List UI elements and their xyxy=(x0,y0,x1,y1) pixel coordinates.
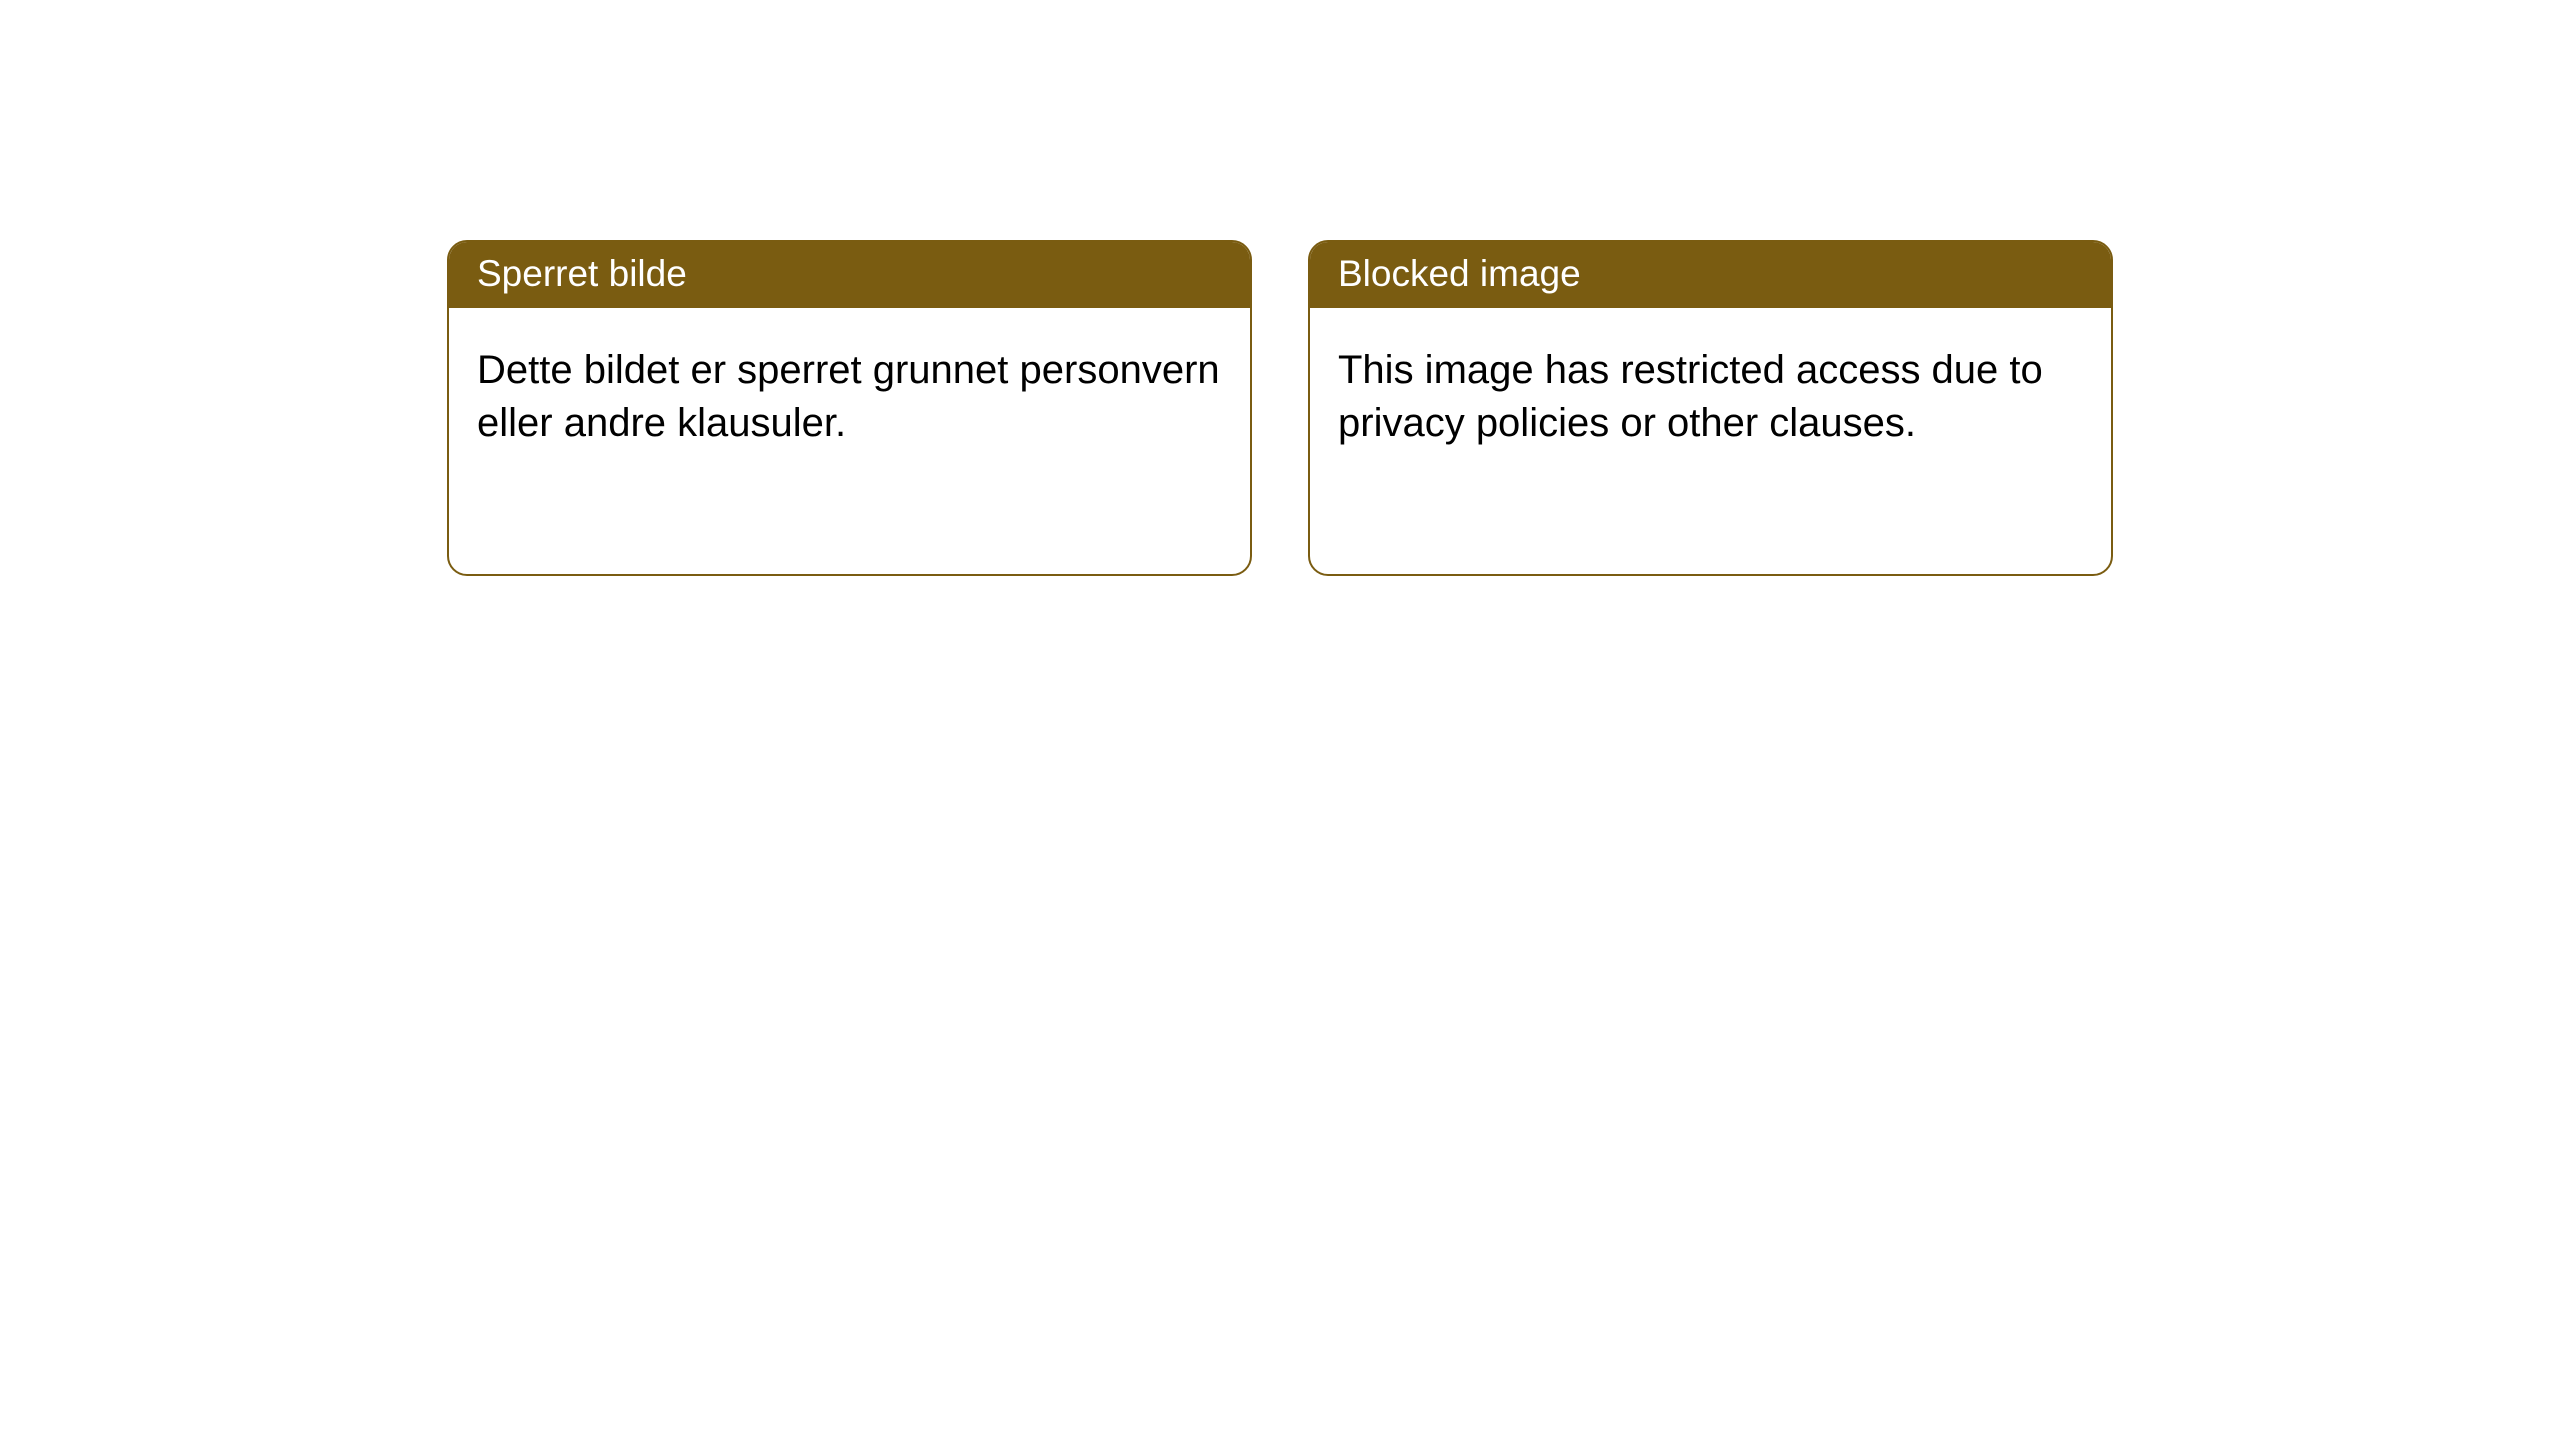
notice-body-norwegian: Dette bildet er sperret grunnet personve… xyxy=(449,308,1250,486)
notice-body-english: This image has restricted access due to … xyxy=(1310,308,2111,486)
notice-card-english: Blocked image This image has restricted … xyxy=(1308,240,2113,576)
notice-header-english: Blocked image xyxy=(1310,242,2111,308)
notice-card-norwegian: Sperret bilde Dette bildet er sperret gr… xyxy=(447,240,1252,576)
notice-container: Sperret bilde Dette bildet er sperret gr… xyxy=(447,240,2113,576)
notice-header-norwegian: Sperret bilde xyxy=(449,242,1250,308)
